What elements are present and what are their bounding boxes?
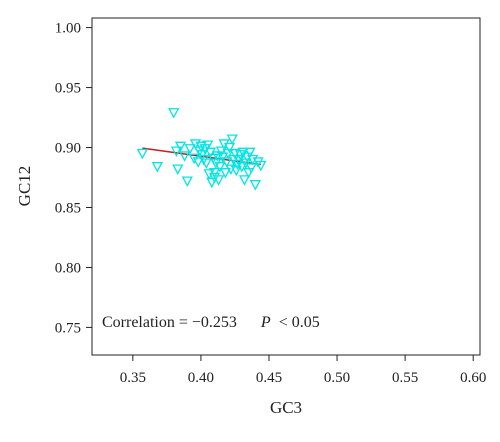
data-point — [238, 175, 251, 186]
data-point — [170, 146, 182, 158]
data-point — [184, 144, 196, 155]
correlation-annotation: Correlation = −0.253 P < 0.05 — [102, 314, 320, 331]
data-point — [181, 176, 193, 187]
data-point — [244, 147, 256, 159]
y-axis: 0.75 0.80 0.85 0.90 0.95 1.00 — [55, 21, 92, 336]
data-point — [174, 141, 187, 153]
data-point — [168, 108, 180, 119]
x-tick-label: 0.50 — [324, 370, 350, 386]
data-point — [200, 158, 212, 170]
x-tick-label: 0.45 — [256, 370, 282, 386]
data-point — [215, 146, 227, 158]
data-point — [188, 153, 200, 165]
data-point — [195, 141, 207, 153]
data-point — [192, 157, 204, 168]
data-point — [223, 142, 236, 154]
x-axis-label: GC3 — [270, 398, 302, 417]
y-tick-label: 1.00 — [55, 21, 81, 37]
data-point — [206, 177, 218, 189]
data-point — [255, 160, 267, 172]
y-tick-label: 0.75 — [55, 320, 81, 336]
data-point — [151, 162, 163, 173]
data-point — [252, 157, 264, 168]
data-point — [245, 163, 257, 174]
correlation-text: Correlation = −0.253 — [102, 314, 237, 331]
data-point — [178, 151, 191, 162]
data-point — [198, 154, 210, 166]
data-point — [219, 168, 231, 179]
y-tick-label: 0.80 — [55, 260, 81, 276]
data-point — [236, 162, 248, 173]
data-point — [249, 180, 261, 191]
data-point — [203, 169, 215, 180]
y-tick-label: 0.85 — [55, 200, 81, 216]
data-point — [202, 140, 214, 152]
data-point — [213, 175, 225, 186]
y-tick-label: 0.90 — [55, 141, 81, 157]
data-point — [242, 168, 255, 179]
p-symbol: P — [260, 314, 271, 331]
data-point — [218, 139, 230, 150]
data-point — [172, 164, 184, 175]
x-axis: 0.35 0.40 0.45 0.50 0.55 0.60 — [120, 355, 486, 386]
data-point — [136, 148, 148, 160]
y-axis-label: GC12 — [15, 166, 34, 207]
x-tick-label: 0.60 — [460, 370, 486, 386]
data-point — [221, 157, 233, 168]
data-point — [214, 162, 226, 173]
data-point — [208, 172, 221, 184]
data-point — [226, 134, 238, 146]
x-tick-label: 0.35 — [120, 370, 146, 386]
x-tick-label: 0.40 — [188, 370, 214, 386]
y-tick-label: 0.95 — [55, 81, 81, 97]
x-tick-label: 0.55 — [392, 370, 418, 386]
data-points — [136, 108, 267, 191]
p-value-text: < 0.05 — [275, 314, 320, 331]
plot-frame — [91, 17, 481, 356]
